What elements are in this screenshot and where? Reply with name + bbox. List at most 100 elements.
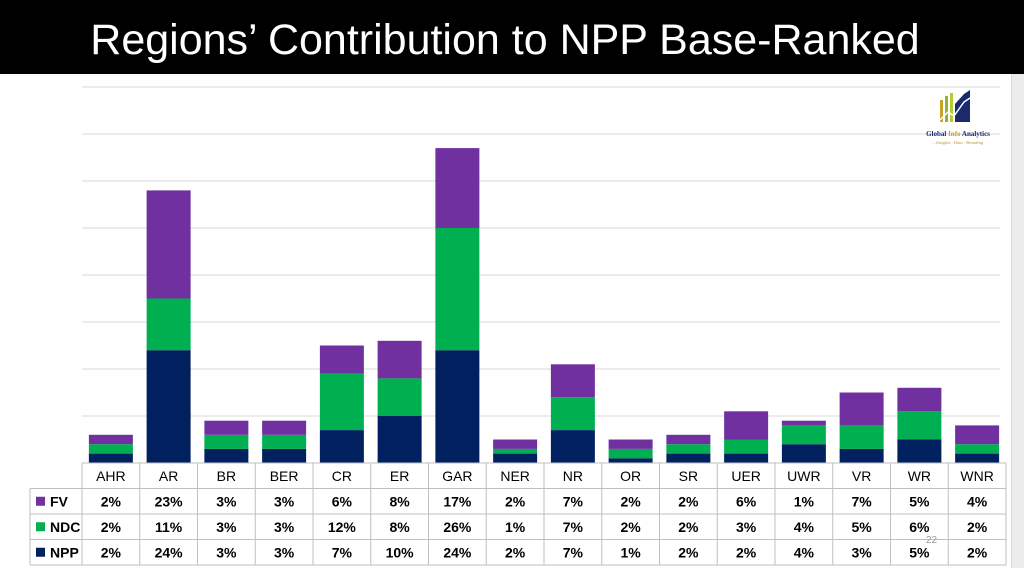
bar-ndc-nr	[550, 397, 595, 431]
category-label: BR	[217, 468, 236, 484]
category-label: NR	[563, 468, 583, 484]
data-label-npp: 7%	[563, 544, 584, 560]
data-label-fv: 6%	[736, 493, 757, 509]
legend-label-npp: NPP	[50, 544, 79, 560]
data-label-npp: 24%	[443, 544, 472, 560]
data-label-ndc: 12%	[328, 519, 357, 535]
bar-ndc-gar	[435, 228, 480, 351]
bar-fv-wnr	[955, 425, 1000, 445]
data-label-ndc: 11%	[155, 519, 183, 535]
bar-fv-or	[608, 439, 653, 449]
data-label-fv: 3%	[274, 493, 295, 509]
data-label-ndc: 26%	[443, 519, 472, 535]
category-label: SR	[679, 468, 698, 484]
category-label: NER	[500, 468, 530, 484]
data-label-fv: 3%	[216, 493, 237, 509]
data-label-fv: 2%	[621, 493, 642, 509]
bar-fv-uwr	[781, 420, 826, 426]
category-label: CR	[332, 468, 352, 484]
legend-key-npp	[36, 547, 45, 557]
category-label: UER	[731, 468, 761, 484]
data-label-fv: 2%	[101, 493, 122, 509]
bar-fv-er	[377, 340, 422, 379]
bar-npp-ber	[262, 448, 307, 463]
bar-fv-wr	[897, 387, 942, 412]
bar-ndc-ahr	[88, 444, 133, 454]
bar-npp-cr	[319, 430, 364, 463]
data-label-ndc: 6%	[909, 519, 930, 535]
legend-key-fv	[36, 496, 45, 506]
bar-ndc-or	[608, 448, 653, 459]
logo-tagline: ...Insights · Data · Branding	[932, 140, 984, 145]
bar-fv-br	[204, 420, 249, 435]
bar-fv-ner	[493, 439, 538, 449]
data-label-ndc: 2%	[621, 519, 642, 535]
data-label-ndc: 3%	[736, 519, 757, 535]
data-label-npp: 1%	[621, 544, 642, 560]
data-label-fv: 4%	[967, 493, 988, 509]
category-label: UWR	[787, 468, 820, 484]
bar-npp-uwr	[781, 444, 826, 463]
category-label: AHR	[96, 468, 126, 484]
data-label-npp: 4%	[794, 544, 815, 560]
global-info-analytics-logo-icon	[939, 90, 971, 122]
bar-fv-uer	[724, 411, 769, 440]
data-label-ndc: 1%	[505, 519, 526, 535]
category-label: VR	[852, 468, 871, 484]
bar-npp-wnr	[955, 453, 1000, 463]
category-label: WR	[908, 468, 931, 484]
category-label: AR	[159, 468, 178, 484]
gridlines	[82, 86, 1000, 417]
bar-fv-cr	[319, 345, 364, 374]
data-label-npp: 2%	[505, 544, 526, 560]
data-label-npp: 2%	[101, 544, 122, 560]
data-label-fv: 2%	[505, 493, 526, 509]
category-label: ER	[390, 468, 409, 484]
bar-fv-ar	[146, 190, 191, 299]
bar-ndc-uer	[724, 439, 769, 454]
bar-ndc-wnr	[955, 444, 1000, 454]
bar-fv-gar	[435, 148, 480, 228]
data-label-npp: 3%	[216, 544, 237, 560]
bar-ndc-vr	[839, 425, 884, 449]
bar-ndc-sr	[666, 444, 711, 454]
bar-npp-er	[377, 416, 422, 463]
bar-ndc-cr	[319, 373, 364, 431]
data-label-npp: 7%	[332, 544, 353, 560]
slide-edge	[1011, 74, 1024, 568]
bar-fv-nr	[550, 364, 595, 398]
bar-npp-or	[608, 458, 653, 463]
data-label-ndc: 3%	[216, 519, 237, 535]
bar-ndc-ner	[493, 448, 538, 454]
bar-npp-ahr	[88, 453, 133, 463]
bar-group	[88, 148, 1000, 463]
legend-label-fv: FV	[50, 493, 69, 509]
bar-npp-vr	[839, 448, 884, 463]
data-label-fv: 2%	[678, 493, 699, 509]
legend-key-ndc	[36, 522, 45, 532]
data-label-fv: 8%	[390, 493, 411, 509]
title-bar	[0, 0, 1024, 74]
bar-npp-ner	[493, 453, 538, 463]
logo-name: Global Info Analytics	[926, 130, 990, 138]
data-label-ndc: 2%	[101, 519, 122, 535]
data-label-fv: 6%	[332, 493, 353, 509]
bar-ndc-ber	[262, 434, 307, 449]
data-label-fv: 7%	[563, 493, 584, 509]
bar-npp-uer	[724, 453, 769, 463]
bar-npp-sr	[666, 453, 711, 463]
page-number: 22	[926, 535, 938, 546]
data-label-npp: 3%	[274, 544, 295, 560]
data-label-npp: 3%	[852, 544, 873, 560]
bar-ndc-br	[204, 434, 249, 449]
bar-ndc-wr	[897, 411, 942, 440]
bar-npp-gar	[435, 350, 480, 463]
data-label-ndc: 8%	[390, 519, 411, 535]
data-label-npp: 2%	[678, 544, 699, 560]
stacked-bar-chart: AHR AR BR BER CR ER GAR NER NR OR SR UER UWR VR WR WNR F…	[29, 86, 1007, 566]
bar-npp-nr	[550, 430, 595, 463]
data-label-ndc: 2%	[967, 519, 988, 535]
data-table: AHR AR BR BER CR ER GAR NER NR OR SR UER UWR VR WR WNR F…	[29, 462, 1007, 566]
data-label-ndc: 3%	[274, 519, 295, 535]
bar-fv-sr	[666, 434, 711, 445]
